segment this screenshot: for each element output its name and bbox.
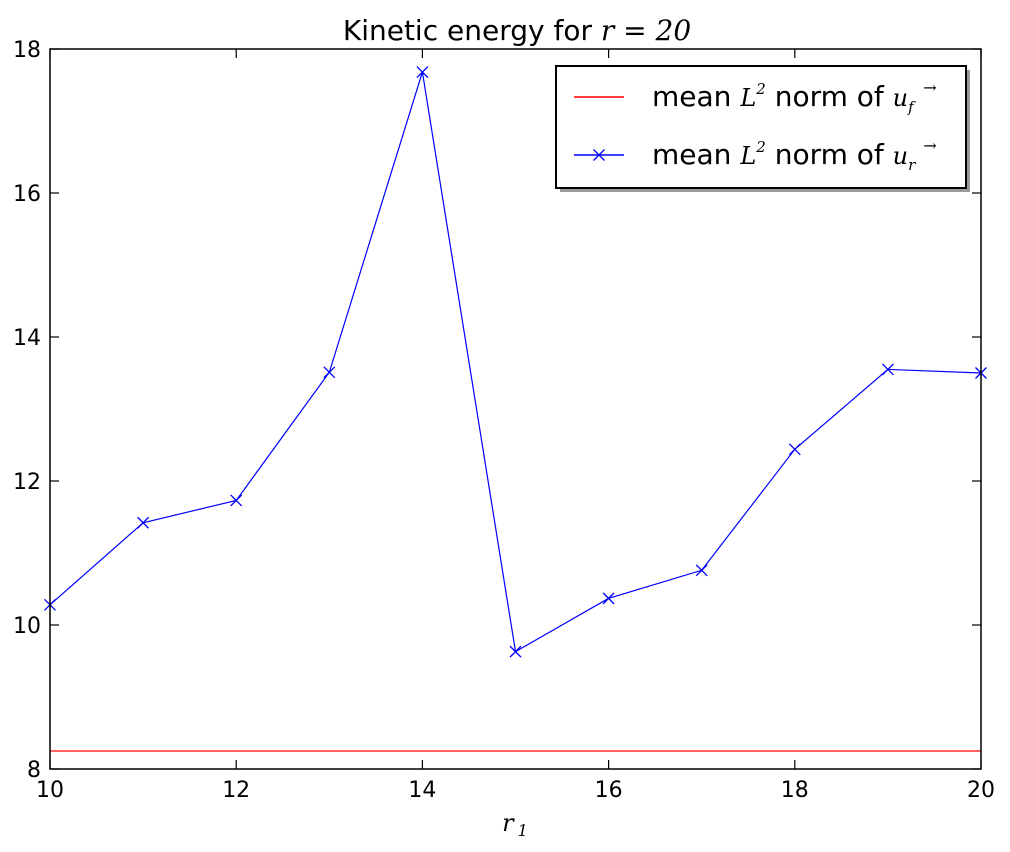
x-tick-label: 16 [595, 778, 623, 803]
y-tick-label: 14 [13, 326, 41, 351]
plot-frame [49, 48, 982, 770]
data-point-marker [416, 66, 429, 78]
y-tick-label: 16 [13, 182, 41, 207]
chart-title: Kinetic energy for r = 20 [343, 14, 691, 47]
x-axis-label-main: r [502, 809, 515, 837]
x-axis-label: r 1 [502, 809, 528, 840]
x-tick-label: 18 [781, 778, 809, 803]
y-tick-label: 12 [13, 470, 41, 495]
legend-label-f: mean L2 norm of uf [652, 80, 916, 116]
legend-label-r: mean L2 norm of ur [652, 138, 916, 174]
data-point-marker [602, 592, 615, 605]
data-point-marker [788, 443, 801, 456]
data-point-marker [509, 645, 522, 658]
legend-items: mean L2 norm of uf → mean L2 norm of ur → [574, 78, 937, 174]
legend-box [555, 65, 967, 189]
y-tick-label: 8 [27, 758, 41, 783]
y-tick-label: 10 [13, 614, 41, 639]
x-axis-label-sub: 1 [518, 821, 528, 840]
x-tick-label: 20 [967, 778, 995, 803]
vector-arrow-icon: → [923, 78, 936, 97]
chart-title-prefix: Kinetic energy for [343, 14, 601, 47]
data-point-marker [881, 363, 894, 376]
legend-marker [593, 149, 605, 161]
chart-title-math: r = 20 [601, 14, 691, 47]
x-tick-label: 12 [222, 778, 250, 803]
data-point-marker [695, 564, 708, 577]
x-tick-label: 10 [36, 778, 64, 803]
data-point-marker [323, 366, 336, 379]
series-layer [44, 66, 987, 752]
y-tick-label: 18 [13, 38, 41, 63]
vector-arrow-icon: → [923, 136, 936, 155]
legend: mean L2 norm of uf → mean L2 norm of ur → [555, 65, 970, 192]
x-tick-label: 14 [408, 778, 436, 803]
data-point-marker [230, 494, 243, 507]
data-point-marker [137, 516, 150, 529]
